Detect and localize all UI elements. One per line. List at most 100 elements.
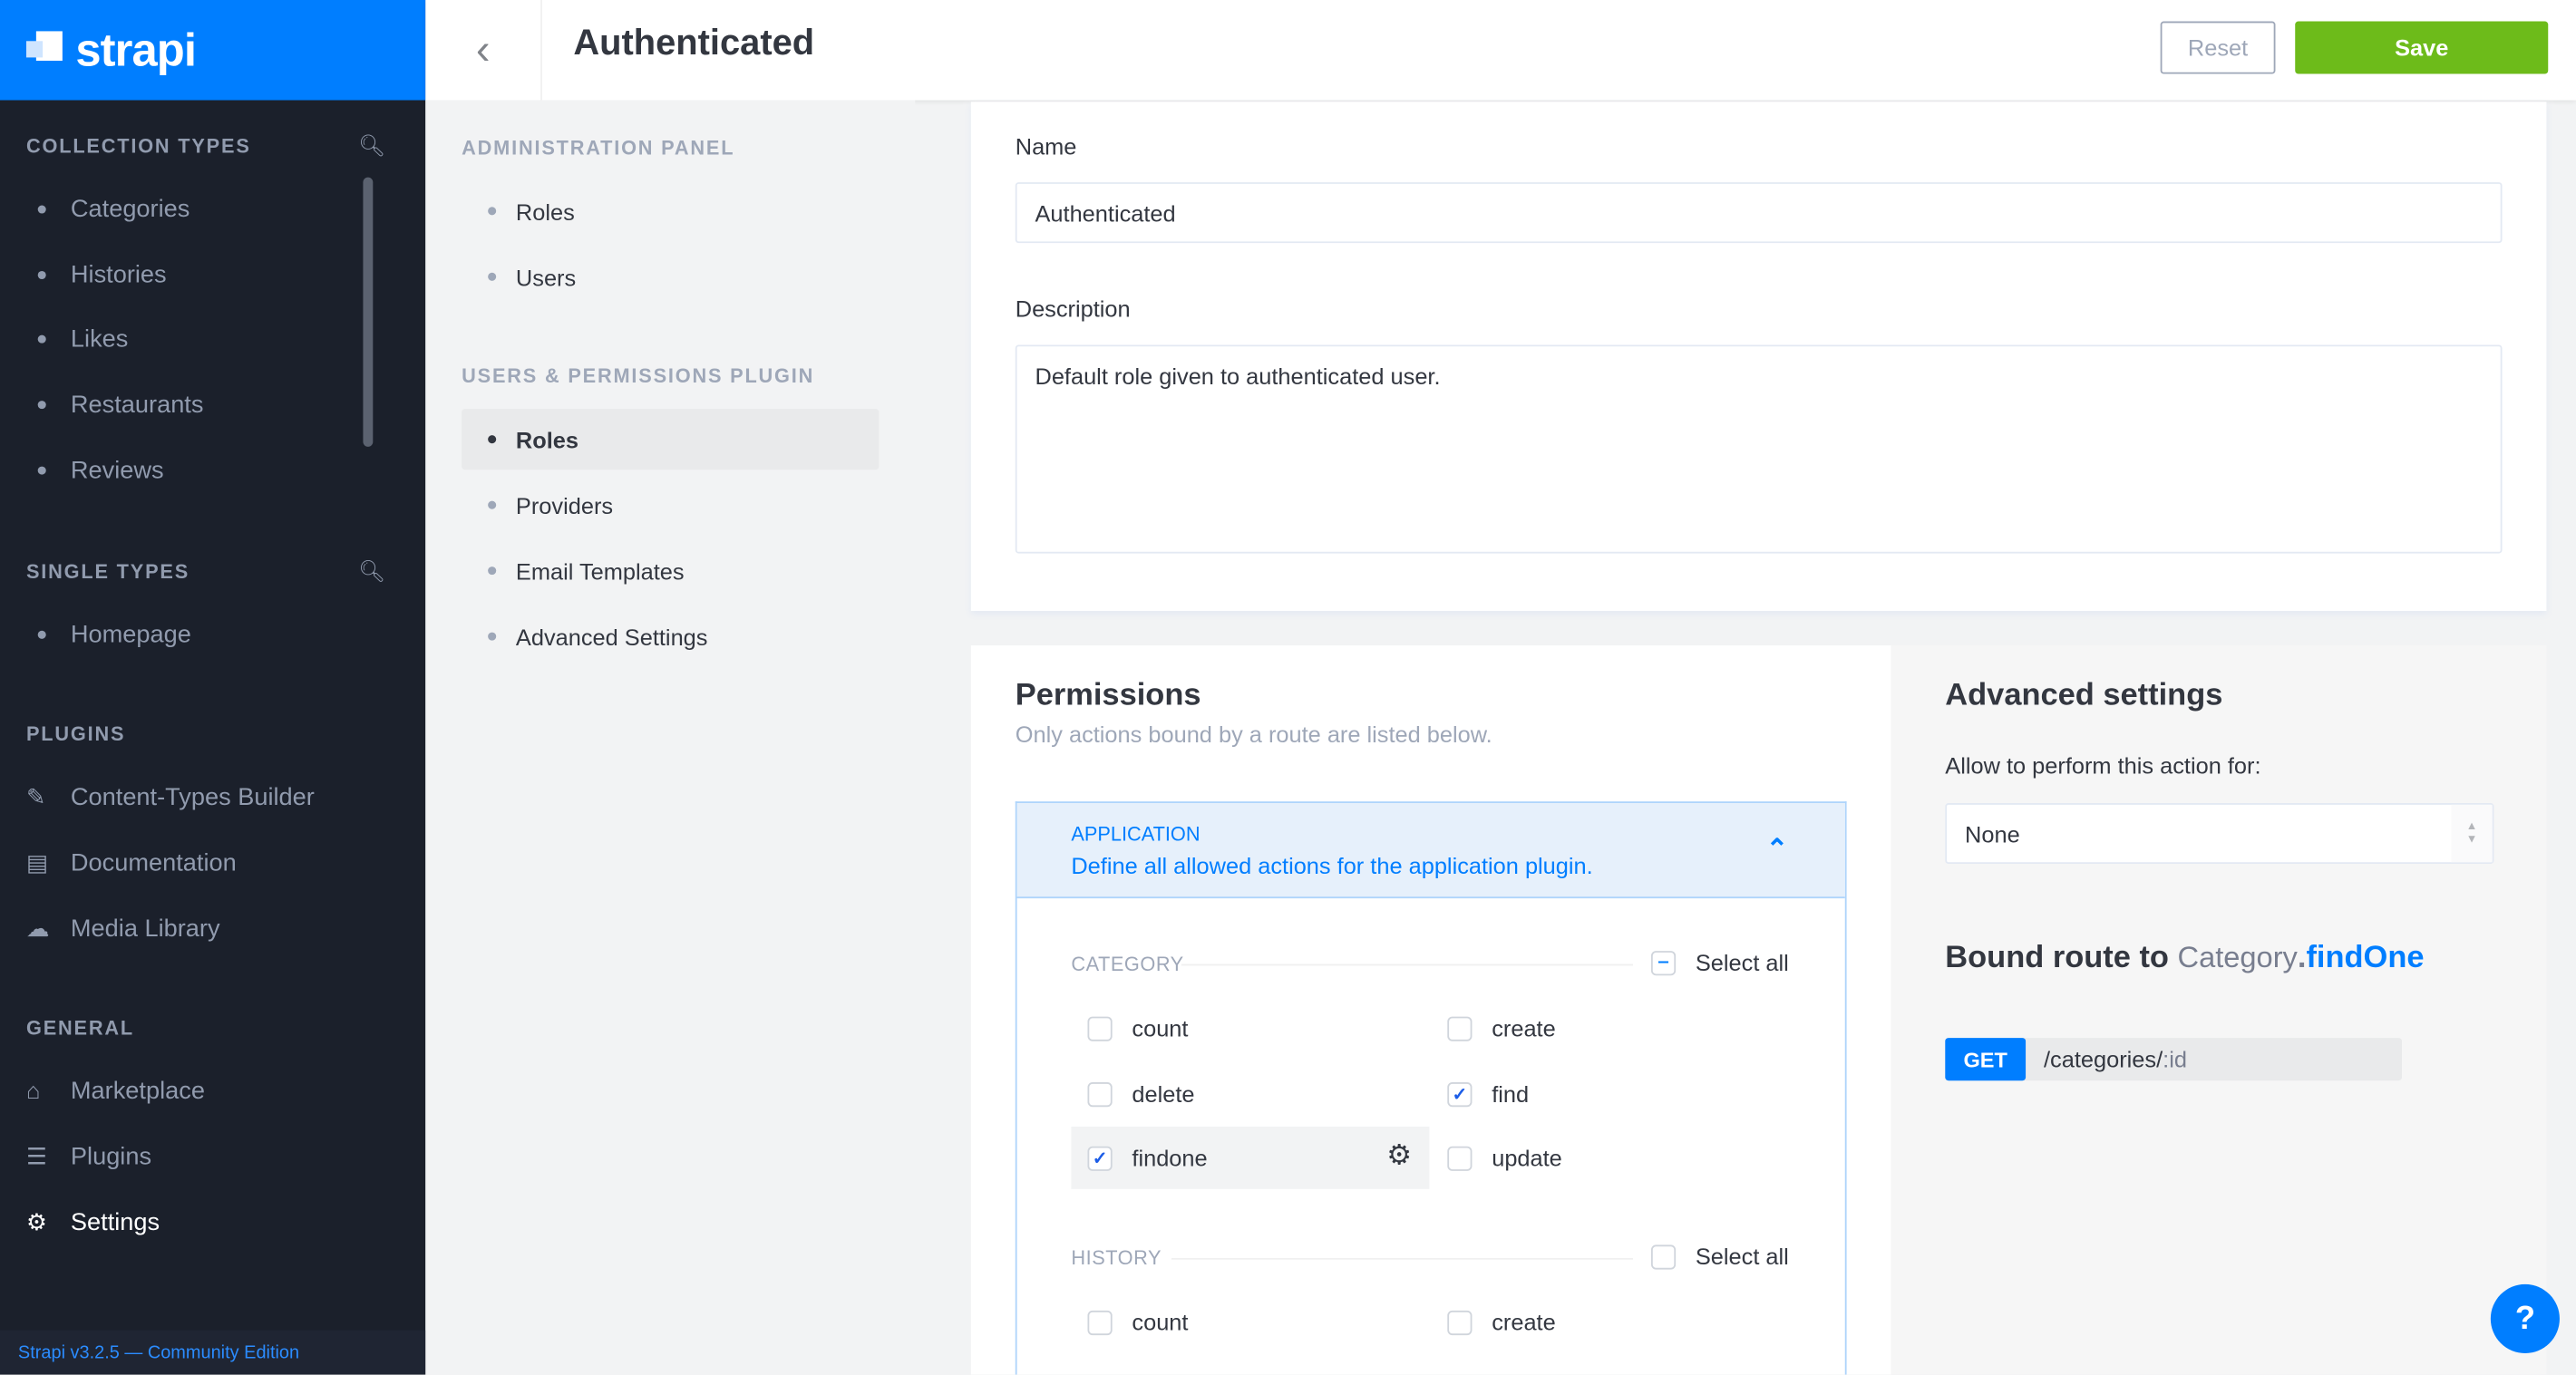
subnav-item-providers[interactable]: Providers [462,475,879,536]
bullet-icon [488,632,497,641]
sidebar-item-settings[interactable]: ⚙ Settings [26,1202,355,1241]
search-icon[interactable]: 🔍︎ [357,132,385,158]
permission-count[interactable]: count [1071,997,1429,1060]
checkbox[interactable] [1447,1309,1473,1335]
plugin-accordion: APPLICATION Define all allowed actions f… [1015,801,1847,1375]
bullet-icon [488,207,497,216]
allow-label: Allow to perform this action for: [1945,751,2261,779]
sidebar-item-restaurants[interactable]: Restaurants [26,384,355,423]
permission-create[interactable]: create [1431,997,1789,1060]
allow-select[interactable]: None ▲ ▼ [1945,803,2494,865]
permission-create[interactable]: create [1431,1291,1789,1353]
sidebar-item-documentation[interactable]: ▤ Documentation [26,843,355,882]
checkbox[interactable] [1650,1244,1677,1269]
back-button[interactable]: ‹ [425,0,542,101]
list-icon: ☰ [25,1142,47,1169]
http-method: GET [1945,1038,2027,1081]
subnav-item-label: Users [515,263,577,290]
bound-action: findOne [2306,941,2425,976]
checkbox[interactable] [1087,1015,1113,1041]
select-all-label: Select all [1695,949,1789,976]
bound-dot: . [2297,941,2307,976]
sidebar-item-marketplace[interactable]: ⌂ Marketplace [26,1070,355,1109]
sidebar-item-label: Histories [70,260,167,288]
plugin-description: Define all allowed actions for the appli… [1071,852,1593,879]
advanced-settings-title: Advanced settings [1945,678,2223,713]
subnav-item-label: Providers [515,491,614,518]
divider [1171,1257,1634,1260]
plugin-accordion-header[interactable]: APPLICATION Define all allowed actions f… [1016,803,1845,899]
sidebar-item-categories[interactable]: Categories [26,189,355,228]
permission-label: count [1132,1309,1189,1336]
sidebar-item-histories[interactable]: Histories [26,255,355,294]
sidebar-item-likes[interactable]: Likes [26,319,355,358]
permission-count[interactable]: count [1071,1291,1429,1353]
permission-findone[interactable]: ✓ findone ⚙ [1071,1126,1430,1189]
permission-find[interactable]: ✓ find [1431,1062,1789,1125]
subnav-item-label: Roles [515,198,575,225]
name-input[interactable]: Authenticated [1015,182,2503,244]
section-title-single-types: SINGLE TYPES [25,559,190,584]
permission-label: create [1492,1309,1556,1336]
subnav-item-admin-roles[interactable]: Roles [462,180,879,241]
subnav-item-users[interactable]: Users [462,247,879,307]
permission-label: find [1492,1080,1530,1108]
indeterminate-checkbox[interactable]: ‒ [1650,950,1677,975]
sidebar-item-content-types-builder[interactable]: ✎ Content-Types Builder [26,777,355,816]
bullet-icon [488,272,497,281]
sidebar-item-label: Media Library [70,914,220,943]
bullet-icon [37,465,46,474]
sidebar-item-label: Reviews [70,455,164,484]
subnav-item-label: Roles [515,426,579,453]
select-all-history[interactable]: Select all [1650,1243,1789,1270]
bullet-icon [488,500,497,509]
save-button[interactable]: Save [2295,21,2549,74]
subnav-item-advanced-settings[interactable]: Advanced Settings [462,606,879,667]
subnav-item-label: Email Templates [515,557,685,585]
sidebar-item-homepage[interactable]: Homepage [26,615,355,654]
checkbox[interactable] [1087,1309,1113,1335]
advanced-settings-panel: Advanced settings Allow to perform this … [1891,645,2547,1375]
gear-icon[interactable]: ⚙ [1386,1139,1412,1171]
checked-checkbox[interactable]: ✓ [1087,1145,1113,1170]
subnav-item-label: Advanced Settings [515,623,708,650]
gear-icon: ⚙ [25,1207,47,1235]
checkbox[interactable] [1087,1081,1113,1107]
help-button[interactable]: ? [2490,1283,2560,1354]
permission-update[interactable]: update [1431,1127,1789,1189]
sidebar-item-label: Likes [70,324,129,353]
permission-label: findone [1132,1144,1208,1171]
permission-label: create [1492,1014,1556,1041]
description-textarea[interactable]: Default role given to authenticated user… [1015,344,2503,554]
chevron-left-icon: ‹ [475,24,491,74]
select-all-label: Select all [1695,1243,1789,1270]
sidebar-scrollbar[interactable] [363,177,374,447]
chevron-up-icon[interactable]: ⌃ [1765,836,1789,865]
bullet-icon [488,435,497,444]
sidebar-item-plugins[interactable]: ☰ Plugins [26,1137,355,1176]
search-icon[interactable]: 🔍︎ [357,558,385,584]
route-param: :id [2163,1046,2187,1073]
subnav-item-email-templates[interactable]: Email Templates [462,540,879,601]
sidebar-item-reviews[interactable]: Reviews [26,450,355,489]
sidebar-item-media-library[interactable]: ☁ Media Library [26,908,355,947]
permission-delete[interactable]: delete [1071,1062,1429,1125]
select-value: None [1965,820,2020,847]
select-arrows-icon: ▲ ▼ [2451,804,2493,863]
bullet-icon [488,566,497,576]
select-all-category[interactable]: ‒ Select all [1650,949,1789,976]
page-title: Authenticated [573,21,815,63]
version-footer[interactable]: Strapi v3.2.5 — Community Edition [0,1330,426,1375]
cloud-upload-icon: ☁ [25,914,50,941]
basket-icon: ⌂ [25,1077,41,1104]
sidebar-item-label: Marketplace [70,1076,205,1105]
strapi-logo[interactable]: strapi [0,0,426,101]
subnav-item-roles[interactable]: Roles [462,409,880,470]
checked-checkbox[interactable]: ✓ [1447,1081,1473,1107]
sidebar-item-label: Content-Types Builder [70,782,315,811]
role-details-card: Name Authenticated Description Default r… [970,102,2547,612]
checkbox[interactable] [1447,1015,1473,1041]
checkbox[interactable] [1447,1145,1473,1170]
divider [1181,963,1634,966]
reset-button[interactable]: Reset [2160,21,2276,74]
